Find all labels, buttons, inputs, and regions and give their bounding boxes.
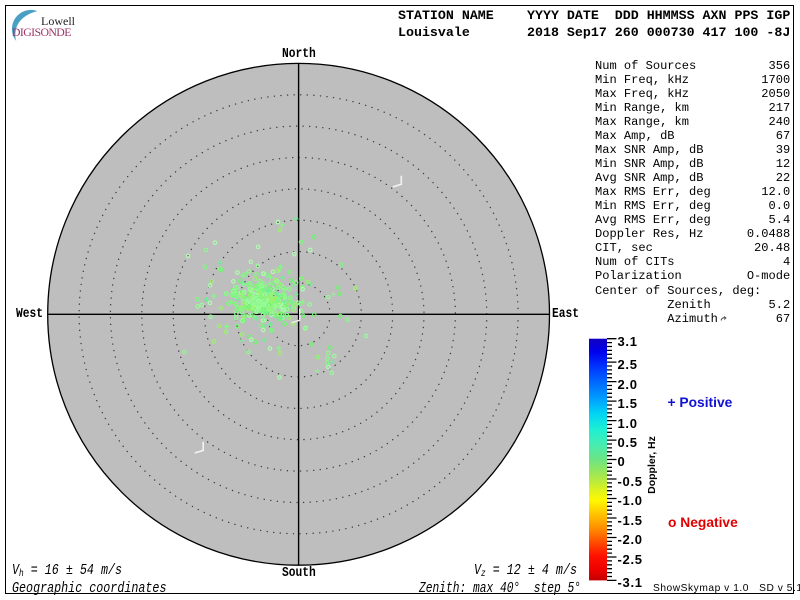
svg-text:Doppler, Hz: Doppler, Hz: [646, 436, 658, 494]
